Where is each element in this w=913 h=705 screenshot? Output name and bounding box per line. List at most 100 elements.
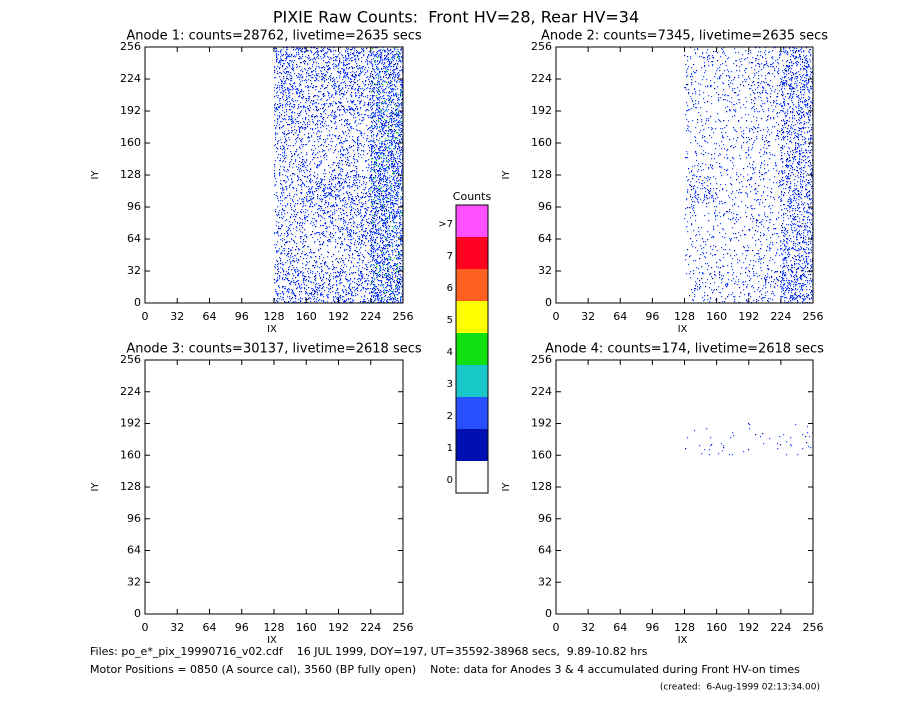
y-tick-label: 64: [538, 544, 552, 557]
colorbar-label: 5: [447, 315, 453, 326]
count-dots: [781, 175, 813, 207]
count-dots: [717, 111, 749, 144]
y-tick-label: 160: [531, 136, 552, 149]
count-dots: [717, 60, 750, 80]
y-tick-label: 96: [538, 200, 552, 213]
count-dots: [749, 239, 782, 272]
y-tick-label: 192: [120, 104, 141, 117]
y-tick-label: 160: [531, 448, 552, 461]
y-tick-label: 96: [127, 200, 141, 213]
panel-title: Anode 2: counts=7345, livetime=2635 secs: [541, 29, 828, 44]
count-dots: [723, 423, 750, 449]
count-dots: [277, 239, 307, 271]
count-dots: [274, 175, 308, 208]
y-tick-label: 192: [120, 417, 141, 430]
x-tick-label: 160: [296, 310, 317, 323]
count-dots: [695, 116, 712, 142]
count-dots: [716, 79, 748, 112]
count-dots: [308, 239, 339, 271]
count-dots: [684, 79, 716, 112]
y-tick-label: 32: [127, 264, 141, 277]
y-tick-label: 0: [545, 296, 552, 309]
x-tick-label: 0: [142, 621, 149, 634]
count-dots: [306, 79, 340, 112]
colorbar-label: 4: [447, 347, 453, 358]
footer-motor: Motor Positions = 0850 (A source cal), 3…: [90, 663, 800, 676]
count-dots: [748, 144, 782, 176]
count-dots: [339, 175, 372, 208]
count-dots: [307, 111, 340, 144]
count-dots: [805, 436, 808, 444]
count-dots: [748, 433, 782, 451]
x-tick-label: 160: [706, 621, 727, 634]
y-tick-label: 64: [127, 232, 141, 245]
x-tick-label: 32: [170, 310, 184, 323]
x-tick-label: 64: [613, 310, 627, 323]
count-dots: [371, 82, 402, 111]
count-dots: [749, 80, 782, 112]
x-tick-label: 96: [645, 621, 659, 634]
count-dots: [716, 47, 749, 80]
count-dots: [306, 144, 340, 176]
count-dots: [370, 239, 404, 272]
colorbar-label: 0: [447, 475, 453, 486]
count-dots: [338, 79, 372, 112]
count-dots: [306, 271, 340, 304]
count-dots: [306, 207, 340, 239]
count-dots: [685, 444, 713, 450]
y-tick-label: 0: [545, 607, 552, 620]
x-tick-label: 128: [674, 310, 695, 323]
colorbar-swatch: [456, 269, 488, 301]
count-dots: [716, 144, 750, 176]
colorbar-swatch: [456, 205, 488, 237]
y-axis-label: IY: [90, 170, 101, 180]
count-dots: [370, 207, 404, 240]
y-tick-label: 0: [134, 296, 141, 309]
count-dots: [338, 271, 370, 304]
x-tick-label: 192: [738, 621, 759, 634]
count-dots: [338, 47, 372, 80]
y-tick-label: 256: [531, 353, 552, 366]
panel-title: Anode 1: counts=28762, livetime=2635 sec…: [126, 29, 422, 44]
count-dots: [274, 47, 308, 80]
count-dots: [274, 271, 308, 304]
count-dots: [717, 175, 750, 208]
count-dots: [686, 271, 718, 303]
count-dots: [750, 176, 782, 208]
y-tick-label: 224: [120, 72, 141, 85]
colorbar-title: Counts: [453, 190, 492, 203]
count-dots: [684, 207, 717, 239]
count-dots: [370, 79, 404, 112]
x-tick-label: 128: [264, 310, 285, 323]
count-dots: [749, 47, 782, 80]
x-tick-label: 96: [235, 310, 249, 323]
count-dots: [718, 271, 750, 304]
colorbar-label: 3: [447, 379, 453, 390]
y-axis-label: IY: [501, 482, 512, 492]
count-dots: [375, 49, 400, 79]
y-axis-label: IY: [501, 170, 512, 180]
footer-created: (created: 6-Aug-1999 02:13:34.00): [660, 683, 820, 693]
y-tick-label: 0: [134, 607, 141, 620]
y-tick-label: 224: [531, 385, 552, 398]
y-tick-label: 256: [120, 40, 141, 53]
count-dots: [274, 111, 307, 144]
y-tick-label: 192: [531, 104, 552, 117]
x-tick-label: 96: [645, 310, 659, 323]
y-tick-label: 128: [120, 480, 141, 493]
x-tick-label: 160: [706, 310, 727, 323]
page-title: PIXIE Raw Counts: Front HV=28, Rear HV=3…: [273, 8, 639, 27]
colorbar-swatch: [456, 429, 488, 461]
count-dots: [274, 47, 308, 80]
count-dots: [749, 208, 780, 239]
count-dots: [370, 143, 404, 176]
x-tick-label: 128: [264, 621, 285, 634]
count-dots: [781, 79, 814, 112]
count-dots: [748, 47, 780, 75]
count-dots: [687, 428, 712, 456]
x-axis-label: IX: [678, 324, 688, 335]
x-tick-label: 160: [296, 621, 317, 634]
x-tick-label: 32: [170, 621, 184, 634]
count-dots: [748, 111, 781, 144]
